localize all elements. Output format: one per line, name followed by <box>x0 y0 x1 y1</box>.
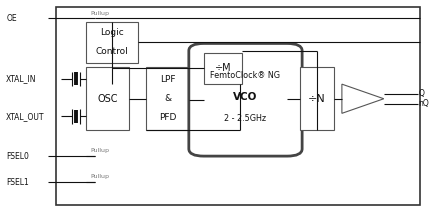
Bar <box>86 22 137 63</box>
Bar <box>56 7 420 205</box>
Bar <box>146 67 189 130</box>
Text: FemtoClock® NG: FemtoClock® NG <box>210 71 280 80</box>
Text: VCO: VCO <box>233 92 257 102</box>
Text: ÷N: ÷N <box>308 94 326 104</box>
Text: Pullup: Pullup <box>90 11 109 16</box>
Bar <box>204 53 242 84</box>
Text: FSEL1: FSEL1 <box>6 178 29 187</box>
Text: XTAL_IN: XTAL_IN <box>6 74 37 83</box>
Text: Control: Control <box>95 47 128 56</box>
Text: ÷M: ÷M <box>215 63 232 73</box>
Text: LPF: LPF <box>160 75 175 84</box>
Text: Q: Q <box>419 89 424 98</box>
Bar <box>300 67 334 130</box>
Text: &: & <box>164 94 171 103</box>
Text: XTAL_OUT: XTAL_OUT <box>6 112 45 121</box>
Text: OSC: OSC <box>97 94 118 104</box>
Text: nQ: nQ <box>419 100 429 108</box>
Text: 2 - 2.5GHz: 2 - 2.5GHz <box>224 114 267 123</box>
Text: FSEL0: FSEL0 <box>6 152 29 161</box>
Bar <box>86 67 129 130</box>
Text: PFD: PFD <box>159 113 176 122</box>
FancyBboxPatch shape <box>189 43 302 156</box>
Text: Logic: Logic <box>100 28 124 37</box>
Text: OE: OE <box>6 14 17 23</box>
Text: Pullup: Pullup <box>90 148 109 153</box>
Text: Pullup: Pullup <box>90 175 109 180</box>
